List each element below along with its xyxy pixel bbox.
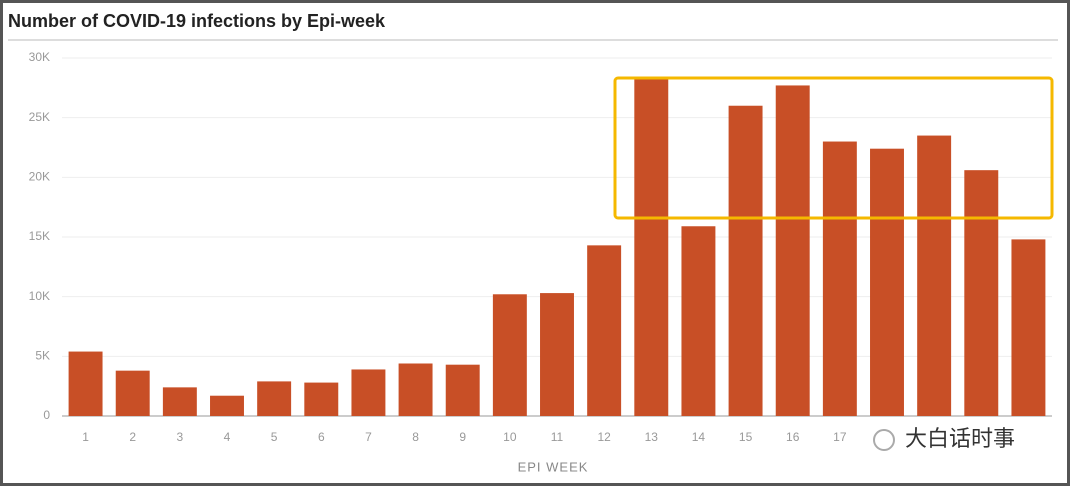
bar <box>210 395 244 416</box>
x-tick-label: 6 <box>318 430 325 444</box>
bar <box>68 351 103 416</box>
bar <box>351 369 386 416</box>
bar <box>728 105 763 416</box>
x-tick-label: 5 <box>271 430 278 444</box>
y-tick-label: 0 <box>43 408 50 422</box>
bar <box>445 364 480 416</box>
bar <box>964 170 999 416</box>
x-tick-label: 3 <box>177 430 184 444</box>
chart-title: Number of COVID-19 infections by Epi-wee… <box>8 11 386 31</box>
bar <box>587 245 622 416</box>
x-tick-label: 9 <box>459 430 466 444</box>
highlight-box <box>613 76 1054 220</box>
bar <box>634 79 669 416</box>
y-tick-label: 10K <box>29 289 50 303</box>
bar <box>870 148 904 416</box>
x-tick-label: 12 <box>597 430 611 444</box>
bar <box>398 363 433 416</box>
x-tick-label: 16 <box>786 430 800 444</box>
y-tick-label: 5K <box>35 349 50 363</box>
x-axis-label: EPI WEEK <box>518 459 589 474</box>
bar <box>822 141 857 417</box>
y-tick-label: 30K <box>29 50 50 64</box>
watermark-icon <box>873 429 895 451</box>
bar <box>304 382 339 416</box>
x-tick-label: 17 <box>833 430 847 444</box>
y-tick-label: 20K <box>29 170 50 184</box>
bar <box>540 293 574 416</box>
x-tick-label: 15 <box>739 430 753 444</box>
bar <box>681 226 716 416</box>
x-tick-label: 2 <box>129 430 136 444</box>
y-tick-label: 15K <box>29 229 50 243</box>
watermark: 大白话时事 <box>905 426 1015 451</box>
x-tick-label: 14 <box>692 430 706 444</box>
y-tick-label: 25K <box>29 110 50 124</box>
bar <box>257 381 292 416</box>
bar <box>917 135 952 417</box>
bar <box>115 370 150 416</box>
x-tick-label: 4 <box>224 430 231 444</box>
bar <box>775 85 810 417</box>
x-tick-label: 7 <box>365 430 372 444</box>
bar <box>162 387 197 416</box>
x-tick-label: 10 <box>503 430 517 444</box>
x-tick-label: 8 <box>412 430 419 444</box>
x-tick-label: 1 <box>82 430 89 444</box>
x-tick-label: 11 <box>551 430 564 444</box>
bar <box>492 294 527 416</box>
bar <box>1011 239 1046 416</box>
x-tick-label: 13 <box>645 430 659 444</box>
